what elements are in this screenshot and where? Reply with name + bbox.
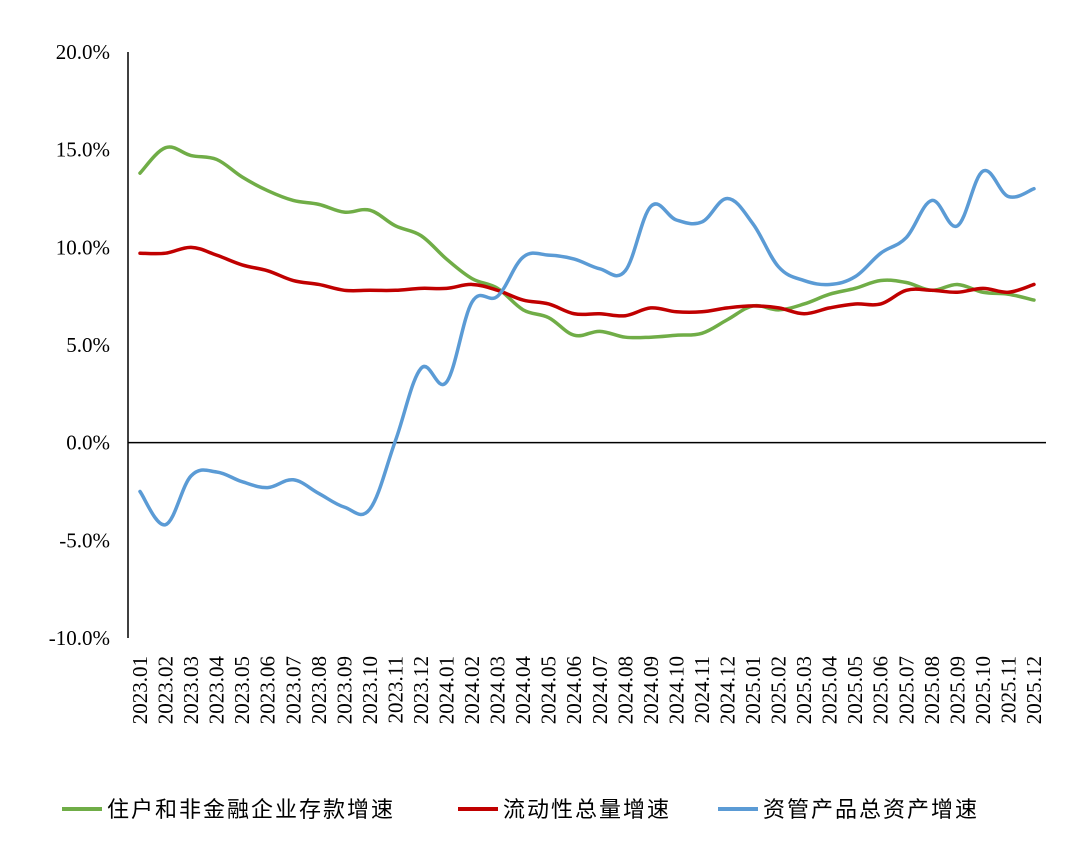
x-tick-label: 2025.04: [818, 656, 842, 725]
asset-mgmt-growth-line: [138, 168, 1036, 527]
y-tick-label: 10.0%: [56, 235, 110, 259]
x-tick-label: 2023.06: [256, 656, 280, 724]
legend: 住户和非金融企业存款增速 流动性总量增速 资管产品总资产增速: [62, 798, 979, 823]
deposit-growth-line: [138, 145, 1036, 340]
x-tick-label: 2025.07: [894, 656, 918, 724]
legend-label: 资管产品总资产增速: [763, 798, 979, 823]
x-tick-label: 2023.04: [205, 656, 229, 725]
x-tick-label: 2023.12: [409, 656, 433, 724]
liquidity-growth-line: [138, 245, 1036, 318]
x-tick-label: 2023.09: [332, 656, 356, 724]
x-tick-label: 2023.03: [179, 656, 203, 724]
x-tick-label: 2023.11: [383, 656, 407, 723]
x-tick-label: 2025.03: [792, 656, 816, 724]
x-tick-label: 2024.09: [639, 656, 663, 724]
y-tick-label: 0.0%: [66, 431, 110, 455]
x-tick-label: 2024.08: [613, 656, 637, 724]
x-tick-label: 2024.02: [460, 656, 484, 724]
x-tick-label: 2025.05: [843, 656, 867, 724]
x-tick-label: 2023.08: [307, 656, 331, 724]
x-tick-label: 2024.01: [435, 656, 459, 724]
axes: [127, 52, 1046, 638]
x-tick-label: 2025.11: [996, 656, 1020, 723]
y-tick-labels: -10.0% -5.0% 0.0% 5.0% 10.0% 15.0% 20.0%: [49, 40, 110, 650]
x-tick-label: 2024.07: [588, 656, 612, 724]
x-tick-label: 2025.06: [869, 656, 893, 724]
x-tick-label: 2024.04: [511, 656, 535, 725]
x-tick-label: 2023.05: [230, 656, 254, 724]
x-tick-label: 2024.12: [715, 656, 739, 724]
y-tick-label: -5.0%: [59, 528, 110, 552]
x-tick-label: 2024.05: [537, 656, 561, 724]
y-tick-label: -10.0%: [49, 626, 110, 650]
x-tick-label: 2025.10: [971, 656, 995, 724]
x-tick-labels: 2023.01 2023.02 2023.03 2023.04 2023.05 2023.…: [128, 656, 1046, 725]
x-tick-label: 2024.10: [664, 656, 688, 724]
x-tick-label: 2024.06: [562, 656, 586, 724]
x-tick-label: 2023.02: [154, 656, 178, 724]
x-tick-label: 2025.09: [945, 656, 969, 724]
x-tick-label: 2025.08: [920, 656, 944, 724]
y-tick-label: 5.0%: [66, 333, 110, 357]
legend-label: 流动性总量增速: [503, 798, 671, 823]
y-tick-label: 20.0%: [56, 40, 110, 64]
y-tick-label: 15.0%: [56, 138, 110, 162]
series-lines: [138, 145, 1036, 527]
x-tick-label: 2024.11: [690, 656, 714, 723]
x-tick-label: 2025.01: [741, 656, 765, 724]
x-tick-label: 2023.10: [358, 656, 382, 724]
x-tick-label: 2023.01: [128, 656, 152, 724]
x-tick-label: 2024.03: [486, 656, 510, 724]
x-tick-label: 2025.02: [767, 656, 791, 724]
legend-label: 住户和非金融企业存款增速: [107, 798, 395, 823]
x-tick-label: 2025.12: [1022, 656, 1046, 724]
x-tick-label: 2023.07: [281, 656, 305, 724]
